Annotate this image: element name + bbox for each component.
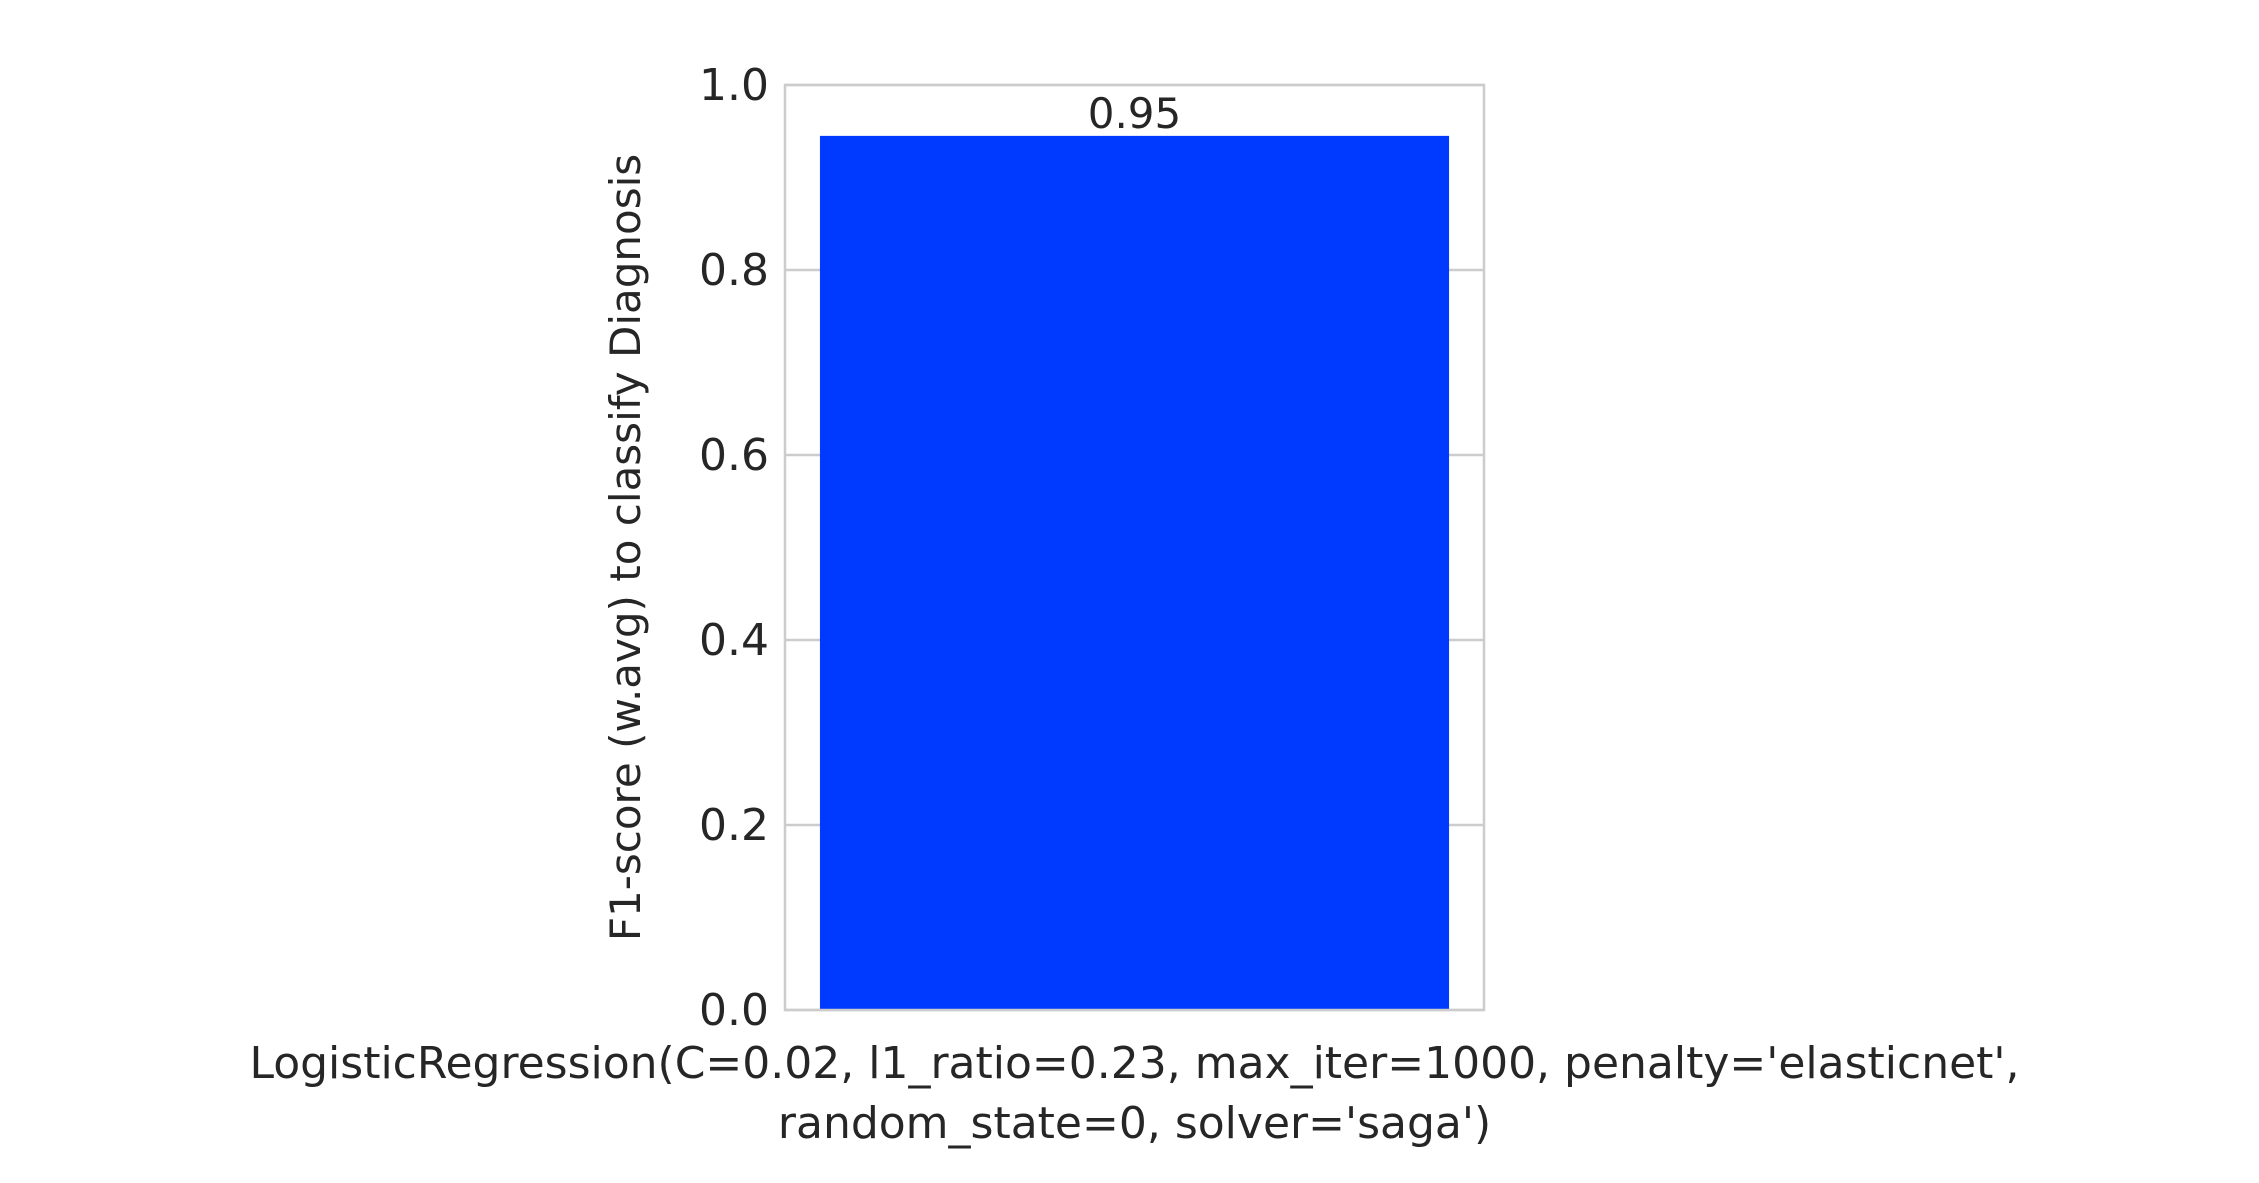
y-tick-label: 0.6 [699,430,769,481]
bar-value-label: 0.95 [1088,89,1182,138]
y-tick-label: 0.4 [699,615,769,666]
y-tick-labels: 0.0 0.2 0.4 0.6 0.8 1.0 [699,60,769,1036]
x-tick-label: LogisticRegression(C=0.02, l1_ratio=0.23… [249,1038,2019,1149]
data-labels: 0.95 [1088,89,1182,138]
y-tick-label: 0.2 [699,800,769,851]
axes-frame [783,83,1486,1012]
y-tick-label: 0.8 [699,245,769,296]
bars [819,135,1450,1010]
bar [819,135,1450,1010]
y-tick-label: 0.0 [699,985,769,1036]
y-axis-label: F1-score (w.avg) to classify Diagnosis [601,154,650,941]
y-tick-label: 1.0 [699,60,769,111]
x-tick-labels: LogisticRegression(C=0.02, l1_ratio=0.23… [249,1038,2019,1149]
